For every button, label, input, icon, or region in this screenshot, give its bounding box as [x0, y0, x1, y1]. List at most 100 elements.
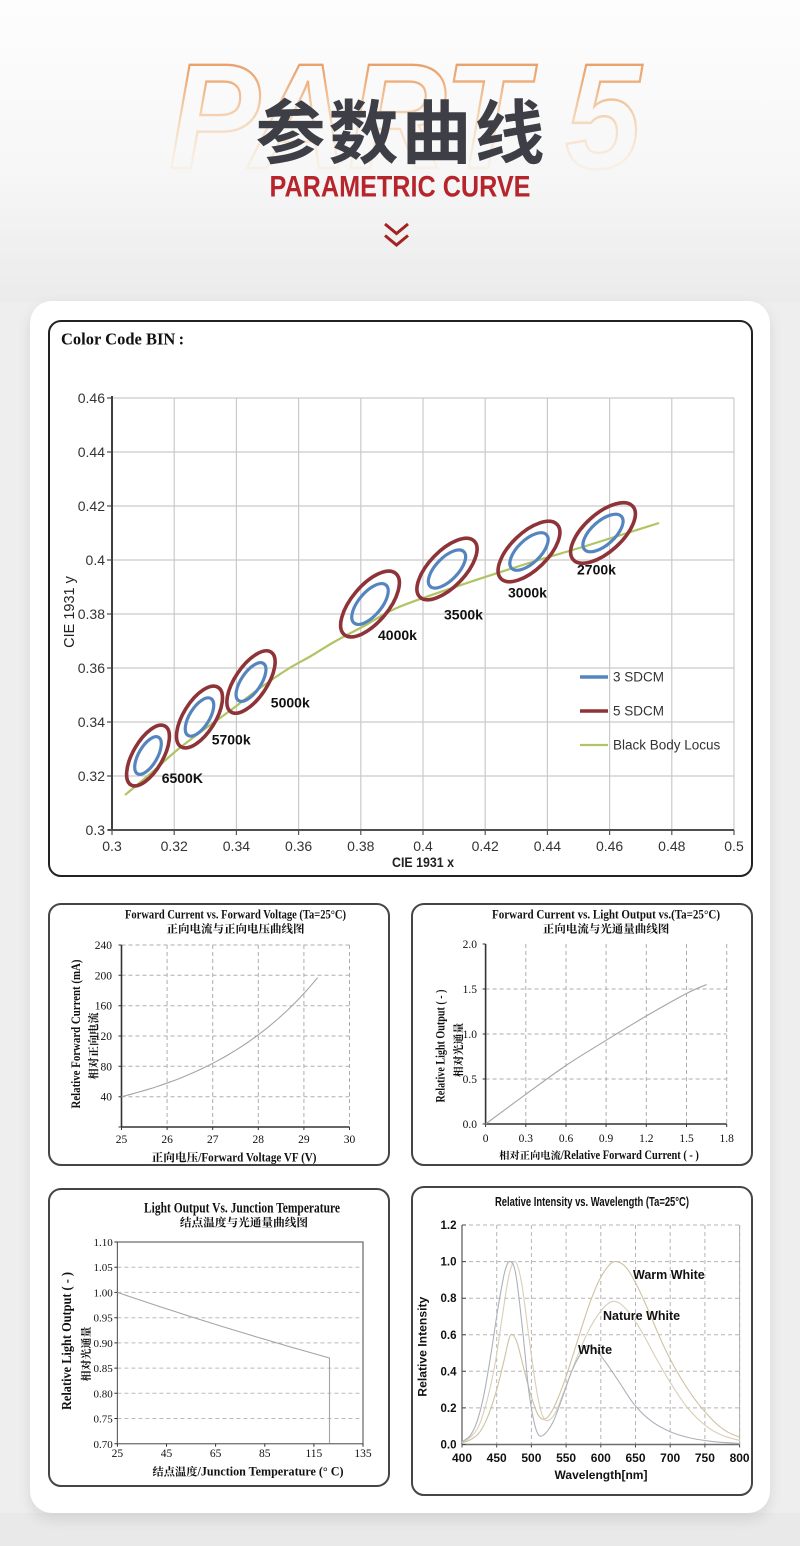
svg-text:0.8: 0.8: [441, 1293, 458, 1305]
svg-text:Relative Forward Current (mA): Relative Forward Current (mA): [68, 960, 83, 1109]
svg-text:0.75: 0.75: [94, 1414, 114, 1426]
svg-text:1.10: 1.10: [94, 1237, 114, 1249]
svg-text:0.85: 0.85: [94, 1363, 114, 1375]
svg-text:Relative Intensity vs. Wavelen: Relative Intensity vs. Wavelength (Ta=25…: [495, 1194, 689, 1209]
svg-text:0.9: 0.9: [599, 1133, 614, 1145]
svg-text:0: 0: [483, 1133, 489, 1145]
svg-text:200: 200: [95, 970, 113, 982]
svg-text:650: 650: [625, 1451, 645, 1465]
svg-text:0.3: 0.3: [519, 1133, 534, 1145]
svg-text:65: 65: [210, 1448, 222, 1460]
svg-text:0.38: 0.38: [78, 606, 105, 622]
svg-text:0.42: 0.42: [78, 498, 105, 514]
svg-text:White: White: [578, 1343, 612, 1357]
svg-text:0.34: 0.34: [78, 714, 105, 730]
svg-text:CIE 1931 x: CIE 1931 x: [392, 854, 454, 870]
svg-text:CIE 1931 y: CIE 1931 y: [62, 575, 78, 647]
svg-text:45: 45: [161, 1448, 173, 1460]
svg-text:1.5: 1.5: [679, 1133, 694, 1145]
svg-text:750: 750: [695, 1451, 715, 1465]
svg-text:240: 240: [95, 940, 113, 952]
svg-text:PARAMETRIC CURVE: PARAMETRIC CURVE: [270, 171, 531, 204]
svg-text:2700k: 2700k: [577, 562, 616, 578]
svg-text:27: 27: [207, 1134, 219, 1146]
svg-text:29: 29: [298, 1134, 310, 1146]
svg-text:40: 40: [101, 1092, 113, 1104]
svg-text:0.42: 0.42: [472, 838, 499, 854]
svg-text:1.05: 1.05: [94, 1262, 114, 1274]
svg-text:120: 120: [95, 1031, 113, 1043]
svg-text:0.0: 0.0: [463, 1119, 478, 1131]
svg-text:85: 85: [259, 1448, 271, 1460]
svg-text:3 SDCM: 3 SDCM: [613, 670, 664, 685]
svg-text:Black Body Locus: Black Body Locus: [613, 738, 721, 753]
svg-text:0.36: 0.36: [285, 838, 312, 854]
svg-text:550: 550: [556, 1451, 576, 1465]
svg-text:500: 500: [521, 1451, 541, 1465]
svg-text:0.6: 0.6: [441, 1330, 457, 1342]
svg-text:0.46: 0.46: [596, 838, 623, 854]
svg-text:800: 800: [730, 1451, 750, 1465]
svg-text:0.2: 0.2: [441, 1403, 457, 1415]
svg-text:Relative Light Output ( - ): Relative Light Output ( - ): [59, 1272, 74, 1410]
svg-text:1.5: 1.5: [463, 984, 478, 996]
svg-text:700: 700: [660, 1451, 680, 1465]
svg-text:160: 160: [95, 1001, 113, 1013]
svg-text:5000k: 5000k: [271, 695, 310, 711]
svg-text:3000k: 3000k: [508, 585, 547, 601]
svg-text:1.8: 1.8: [720, 1133, 735, 1145]
svg-text:115: 115: [305, 1448, 322, 1460]
svg-text:0.95: 0.95: [94, 1313, 114, 1325]
svg-text:0.5: 0.5: [463, 1074, 478, 1086]
svg-text:Nature White: Nature White: [603, 1309, 680, 1323]
svg-text:450: 450: [487, 1451, 507, 1465]
svg-text:30: 30: [344, 1134, 356, 1146]
svg-text:PART 5: PART 5: [169, 32, 643, 200]
svg-text:0.32: 0.32: [78, 768, 105, 784]
svg-text:1.2: 1.2: [441, 1220, 457, 1232]
svg-text:0.6: 0.6: [559, 1133, 574, 1145]
svg-text:0.44: 0.44: [78, 444, 105, 460]
svg-text:25: 25: [116, 1134, 128, 1146]
svg-text:0.4: 0.4: [441, 1366, 458, 1378]
svg-text:3500k: 3500k: [444, 607, 483, 623]
svg-text:0.70: 0.70: [94, 1439, 114, 1451]
svg-text:0.38: 0.38: [347, 838, 374, 854]
svg-text:Forward Current vs. Light Outp: Forward Current vs. Light Output vs.(Ta=…: [492, 907, 720, 922]
svg-text:0.4: 0.4: [413, 838, 433, 854]
svg-text:28: 28: [253, 1134, 265, 1146]
svg-text:600: 600: [591, 1451, 611, 1465]
svg-text:1.0: 1.0: [441, 1257, 457, 1269]
svg-text:0.4: 0.4: [86, 552, 106, 568]
svg-text:0.32: 0.32: [161, 838, 188, 854]
svg-text:/Forward Voltage VF (V): /Forward Voltage VF (V): [197, 1150, 316, 1165]
svg-text:80: 80: [101, 1061, 113, 1073]
svg-text:25: 25: [112, 1448, 124, 1460]
svg-text:Relative Intensity: Relative Intensity: [415, 1296, 429, 1396]
svg-text:2.0: 2.0: [463, 939, 478, 951]
svg-text:0.36: 0.36: [78, 660, 105, 676]
svg-text:Forward Current vs. Forward Vo: Forward Current vs. Forward Voltage (Ta=…: [125, 907, 346, 922]
svg-text:0.34: 0.34: [223, 838, 250, 854]
svg-text:0.48: 0.48: [658, 838, 685, 854]
svg-text:/Junction Temperature (° C): /Junction Temperature (° C): [197, 1464, 344, 1479]
svg-text:400: 400: [452, 1451, 472, 1465]
svg-text:1.2: 1.2: [639, 1133, 654, 1145]
svg-text:0.80: 0.80: [94, 1388, 114, 1400]
svg-text:/Relative Forward Current ( -: /Relative Forward Current ( - ): [560, 1147, 699, 1162]
svg-text:0.3: 0.3: [86, 822, 106, 838]
svg-text:0.44: 0.44: [534, 838, 561, 854]
svg-text:0.5: 0.5: [724, 838, 744, 854]
svg-text:Warm White: Warm White: [633, 1268, 705, 1282]
svg-text:26: 26: [161, 1134, 173, 1146]
svg-text:Wavelength[nm]: Wavelength[nm]: [555, 1468, 648, 1482]
svg-text:4000k: 4000k: [378, 627, 417, 643]
svg-text:0.46: 0.46: [78, 390, 105, 406]
svg-text:6500K: 6500K: [162, 770, 203, 786]
svg-text:1.00: 1.00: [94, 1287, 114, 1299]
svg-text:5 SDCM: 5 SDCM: [613, 704, 664, 719]
svg-text:Color Code BIN :: Color Code BIN :: [61, 330, 184, 349]
svg-text:0.3: 0.3: [102, 838, 122, 854]
svg-text:Light Output Vs. Junction Temp: Light Output Vs. Junction Temperature: [144, 1201, 340, 1217]
svg-text:0.0: 0.0: [441, 1440, 457, 1452]
